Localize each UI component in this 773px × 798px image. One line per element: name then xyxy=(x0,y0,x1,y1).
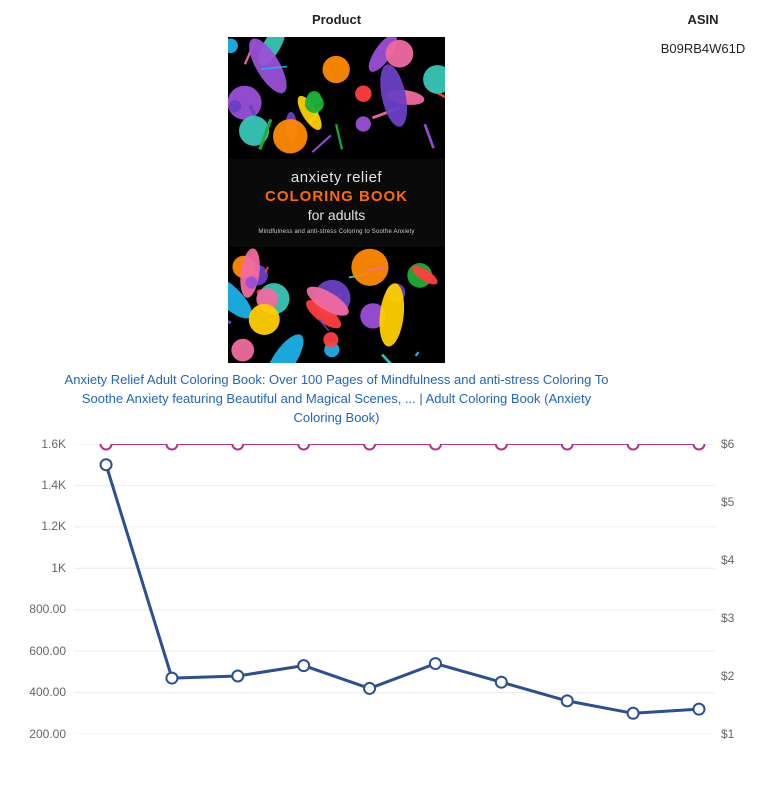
left-axis: 1.6K1.4K1.2K1K800.00600.00400.00200.00 xyxy=(22,444,66,734)
left-axis-tick: 1.2K xyxy=(41,519,66,533)
chart-svg xyxy=(74,444,715,734)
right-axis-tick: $5 xyxy=(721,495,734,509)
price-series-marker[interactable] xyxy=(693,444,704,450)
right-axis-tick: $3 xyxy=(721,611,734,625)
price-series-marker[interactable] xyxy=(430,444,441,450)
price-series-marker[interactable] xyxy=(101,444,112,450)
price-series-marker[interactable] xyxy=(496,444,507,450)
cover-title-band: anxiety relief COLORING BOOK for adults … xyxy=(228,159,445,247)
price-series-marker[interactable] xyxy=(166,444,177,450)
right-axis-tick: $6 xyxy=(721,437,734,451)
rank-series-marker[interactable] xyxy=(496,676,507,687)
right-axis-tick: $1 xyxy=(721,727,734,741)
left-axis-tick: 1.4K xyxy=(41,478,66,492)
column-header-product: Product xyxy=(20,12,653,27)
price-series-marker[interactable] xyxy=(562,444,573,450)
table-header: Product ASIN xyxy=(0,0,773,33)
right-axis-tick: $4 xyxy=(721,553,734,567)
rank-series-marker[interactable] xyxy=(101,459,112,470)
table-row: anxiety relief COLORING BOOK for adults … xyxy=(0,33,773,428)
rank-series-marker[interactable] xyxy=(430,658,441,669)
product-title-link[interactable]: Anxiety Relief Adult Coloring Book: Over… xyxy=(57,371,617,428)
right-axis: $6$5$4$3$2$1 xyxy=(721,444,751,734)
cover-line4: Mindfulness and anti-stress Coloring to … xyxy=(228,229,445,235)
rank-series-marker[interactable] xyxy=(364,682,375,693)
product-cell: anxiety relief COLORING BOOK for adults … xyxy=(20,37,653,428)
rank-series-line xyxy=(106,464,699,713)
product-cover-image: anxiety relief COLORING BOOK for adults … xyxy=(228,37,445,363)
plot-area xyxy=(74,444,715,734)
rank-series-marker[interactable] xyxy=(628,707,639,718)
rank-series-marker[interactable] xyxy=(693,703,704,714)
cover-line2: COLORING BOOK xyxy=(228,188,445,205)
rank-series-marker[interactable] xyxy=(562,695,573,706)
rank-series-marker[interactable] xyxy=(232,670,243,681)
asin-value: B09RB4W61D xyxy=(653,37,753,428)
rank-series-marker[interactable] xyxy=(298,660,309,671)
column-header-asin: ASIN xyxy=(653,12,753,27)
price-series-marker[interactable] xyxy=(628,444,639,450)
left-axis-tick: 1.6K xyxy=(41,437,66,451)
right-axis-tick: $2 xyxy=(721,669,734,683)
left-axis-tick: 1K xyxy=(51,561,66,575)
cover-line1: anxiety relief xyxy=(228,169,445,186)
price-sales-chart: 1.6K1.4K1.2K1K800.00600.00400.00200.00 $… xyxy=(28,444,745,734)
cover-line3: for adults xyxy=(228,207,445,223)
price-series-marker[interactable] xyxy=(364,444,375,450)
price-series-marker[interactable] xyxy=(298,444,309,450)
rank-series-marker[interactable] xyxy=(166,672,177,683)
left-axis-tick: 600.00 xyxy=(29,644,66,658)
left-axis-tick: 800.00 xyxy=(29,602,66,616)
left-axis-tick: 200.00 xyxy=(29,727,66,741)
price-series-marker[interactable] xyxy=(232,444,243,450)
left-axis-tick: 400.00 xyxy=(29,685,66,699)
